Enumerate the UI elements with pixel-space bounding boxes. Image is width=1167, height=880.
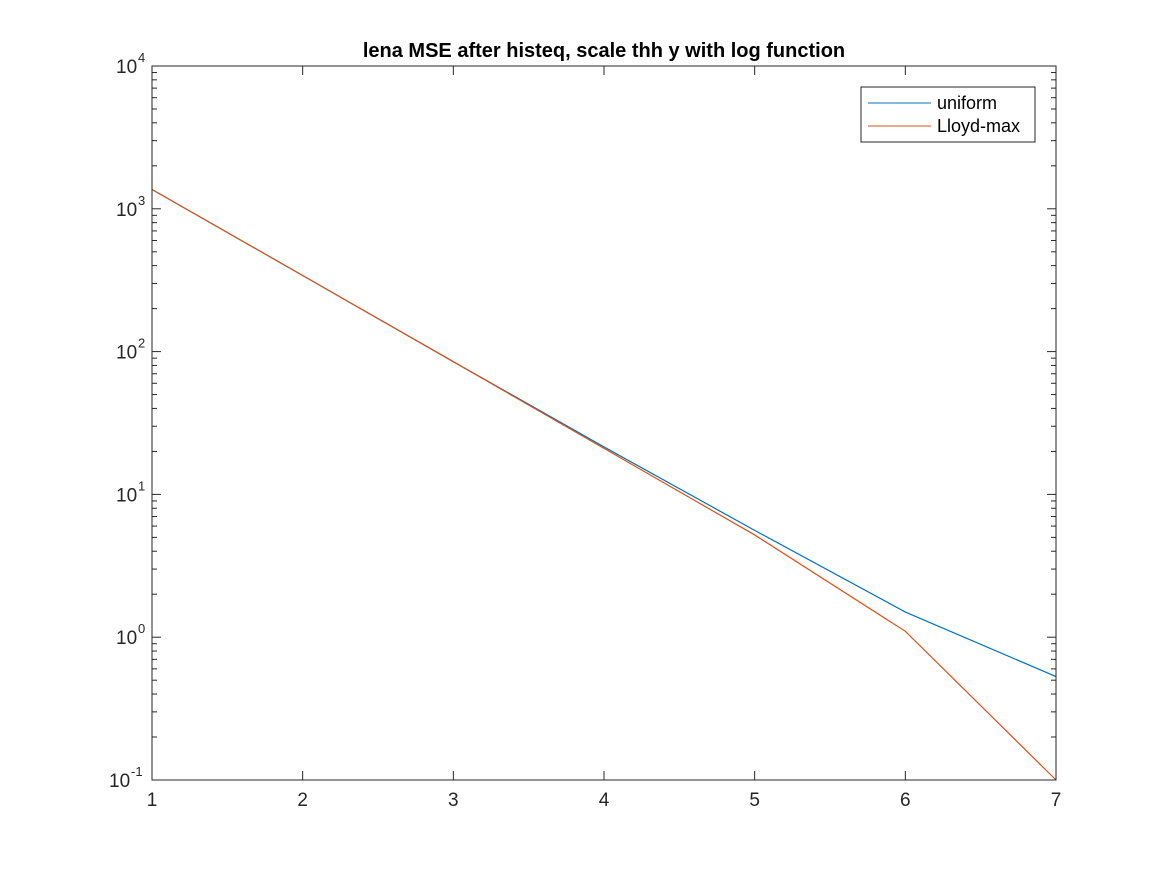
- y-tick-base: 10: [116, 485, 137, 506]
- y-tick-label: 10 -1: [109, 764, 143, 792]
- x-tick-label: 4: [599, 790, 610, 811]
- y-tick-base: 10: [116, 343, 137, 364]
- chart-title: lena MSE after histeq, scale thh y with …: [363, 40, 845, 62]
- y-tick-exponent: -1: [131, 764, 143, 779]
- y-tick-exponent: 0: [138, 621, 145, 636]
- x-tick-label: 6: [900, 790, 911, 811]
- y-tick-exponent: 1: [138, 478, 145, 493]
- x-tick-label: 2: [297, 790, 308, 811]
- x-tick-label: 7: [1051, 790, 1062, 811]
- y-tick-label: 10 0: [116, 621, 145, 649]
- y-tick-exponent: 2: [138, 336, 145, 351]
- tick-marks: [151, 65, 1057, 781]
- x-tick-labels: 1 2 3 4 5 6 7: [147, 790, 1062, 811]
- plot-area: [152, 66, 1056, 780]
- y-tick-exponent: 3: [138, 193, 145, 208]
- legend-label-lloyd-max: Lloyd-max: [937, 116, 1020, 136]
- y-tick-base: 10: [116, 628, 137, 649]
- x-tick-label: 5: [749, 790, 760, 811]
- series-line-lloyd-max: [151, 188, 1057, 781]
- y-tick-label: 10 4: [116, 50, 145, 78]
- y-tick-label: 10 1: [116, 478, 145, 506]
- y-tick-label: 10 3: [116, 193, 145, 221]
- legend-label-uniform: uniform: [937, 93, 997, 113]
- legend: uniform Lloyd-max: [860, 86, 1036, 143]
- y-tick-exponent: 4: [138, 50, 145, 65]
- x-tick-label: 3: [448, 790, 459, 811]
- y-tick-label: 10 2: [116, 336, 145, 364]
- legend-box: [860, 86, 1036, 143]
- y-tick-base: 10: [116, 200, 137, 221]
- series-lines: [151, 188, 1057, 781]
- y-tick-base: 10: [109, 771, 130, 792]
- x-tick-label: 1: [147, 790, 158, 811]
- axes-box: [151, 65, 1057, 781]
- y-tick-base: 10: [116, 57, 137, 78]
